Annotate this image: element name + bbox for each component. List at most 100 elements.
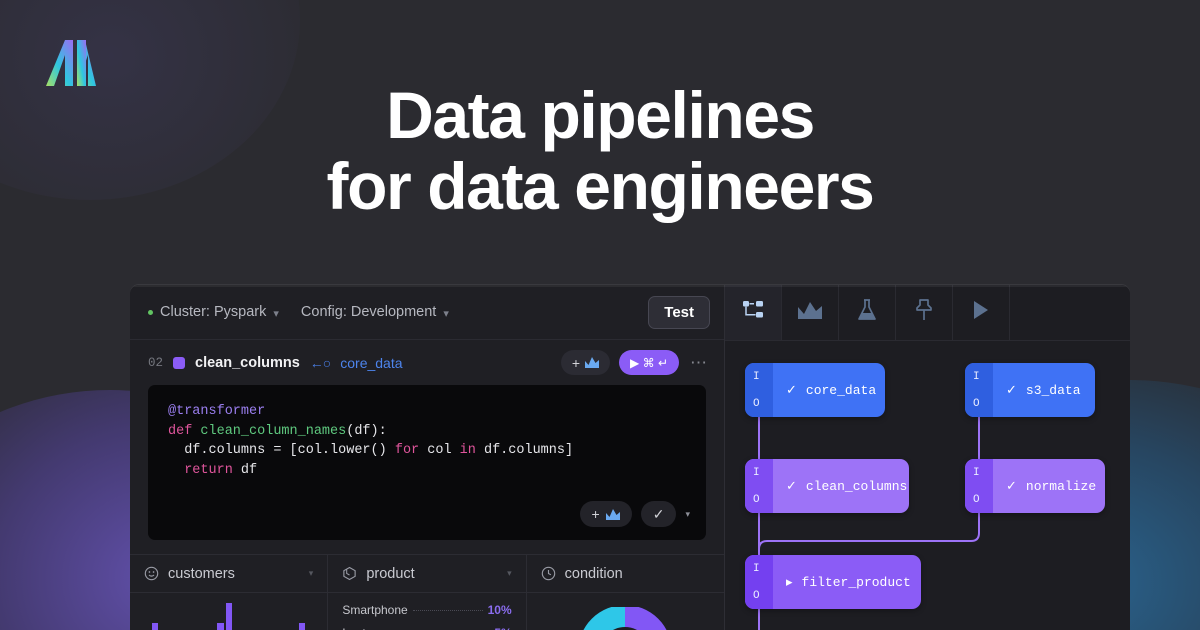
cluster-label: Cluster: Pyspark	[160, 304, 267, 320]
code-line: return df	[168, 461, 686, 481]
code-token: df.columns]	[483, 443, 574, 458]
block-name[interactable]: clean_columns	[195, 354, 300, 371]
list-item-percent: 10%	[487, 603, 512, 617]
pipeline-tab-flask[interactable]	[839, 285, 896, 340]
node-label: s3_data	[1025, 382, 1081, 398]
code-token: def	[168, 423, 201, 439]
donut-slice	[580, 607, 671, 630]
node-status-icon: ✓	[786, 478, 797, 494]
smiley-icon	[144, 566, 159, 581]
node-label: clean_columns	[805, 478, 908, 494]
upstream-link-icon: ←○	[309, 354, 331, 371]
node-body: ▸ filter_product	[773, 555, 921, 609]
pipeline-graph[interactable]: I O ✓ core_data I O ✓ s3_data I O ✓ clean_columns I O…	[725, 341, 1130, 630]
block-header: 02 clean_columns ←○ core_data + ▶ ⌘ ↵ ⋯	[130, 340, 724, 385]
column-card-product: product ▾ Smartphone 10% Laptop 5%	[328, 555, 527, 630]
cube-icon	[342, 566, 357, 581]
upstream-block-link[interactable]: core_data	[340, 354, 403, 371]
config-label: Config: Development	[300, 304, 437, 320]
pipeline-tab-tree-graph[interactable]	[725, 285, 782, 340]
tree-graph-icon	[742, 300, 764, 325]
app-window: Cluster: Pyspark ▾ Config: Development ▾…	[130, 285, 1130, 630]
node-body: ✓ clean_columns	[773, 459, 909, 513]
code-token: (df):	[346, 423, 387, 439]
column-title: product	[366, 565, 415, 582]
histogram-bar	[152, 623, 159, 630]
column-card-customers: customers ▾	[130, 555, 329, 630]
code-content: @transformer def clean_column_names(df): …	[168, 402, 686, 480]
node-body: ✓ core_data	[773, 363, 885, 417]
cluster-selector[interactable]: Cluster: Pyspark ▾	[148, 304, 279, 320]
test-button[interactable]: Test	[648, 295, 710, 329]
histogram-bar	[298, 623, 306, 630]
editor-toolbar: Cluster: Pyspark ▾ Config: Development ▾…	[130, 285, 724, 340]
caret-down-icon[interactable]: ▾	[308, 568, 314, 578]
caret-down-icon[interactable]: ▾	[507, 568, 512, 578]
node-label: core_data	[805, 382, 877, 398]
node-body: ✓ normalize	[993, 459, 1105, 513]
column-body: Smartphone 10% Laptop 5%	[328, 593, 525, 630]
mage-logo	[43, 36, 99, 88]
add-chart-button-secondary[interactable]: +	[579, 501, 632, 527]
node-label: filter_product	[801, 574, 911, 590]
column-header: condition	[526, 555, 724, 593]
list-item-label: Smartphone	[342, 603, 408, 617]
node-status-icon: ✓	[786, 382, 797, 398]
caret-down-icon[interactable]: ▾	[685, 508, 690, 519]
code-token: df.columns = [col.lower()	[168, 443, 395, 458]
code-action-buttons: + ✓ ▾	[579, 501, 690, 527]
column-card-condition: condition	[526, 555, 724, 630]
chevron-down-icon: ▾	[443, 307, 449, 320]
code-token: clean_column_names	[200, 423, 347, 439]
flask-icon	[857, 299, 877, 326]
run-block-button[interactable]: ▶ ⌘ ↵	[619, 350, 679, 375]
pipeline-node-core_data[interactable]: I O ✓ core_data	[745, 363, 885, 417]
hero-line-2: for data engineers	[326, 149, 875, 224]
code-editor[interactable]: @transformer def clean_column_names(df): …	[148, 385, 706, 540]
pipeline-node-normalize[interactable]: I O ✓ normalize	[965, 459, 1105, 513]
pipeline-panel: I O ✓ core_data I O ✓ s3_data I O ✓ clean_columns I O…	[725, 285, 1130, 630]
code-line: df.columns = [col.lower() for col in df.…	[168, 441, 686, 461]
column-header: product ▾	[328, 555, 526, 593]
confirm-button[interactable]: ✓	[640, 501, 677, 527]
config-selector[interactable]: Config: Development ▾	[301, 304, 449, 320]
node-status-icon: ✓	[1006, 382, 1017, 398]
list-item: Smartphone 10%	[342, 603, 511, 617]
histogram-chart	[144, 603, 313, 630]
pipeline-tab-pin[interactable]	[896, 285, 953, 340]
add-chart-button[interactable]: +	[560, 350, 611, 375]
node-output-port[interactable]: O	[973, 493, 980, 506]
pipeline-node-filter_product[interactable]: I O ▸ filter_product	[745, 555, 921, 609]
node-input-port[interactable]: I	[973, 466, 980, 479]
code-line: def clean_column_names(df):	[168, 422, 686, 442]
column-body	[130, 593, 327, 630]
block-number: 02	[148, 355, 164, 370]
list-item: Laptop 5%	[342, 626, 511, 630]
cluster-status-dot	[148, 309, 153, 315]
node-output-port[interactable]: O	[753, 493, 760, 506]
node-output-port[interactable]: O	[753, 589, 760, 602]
donut-chart	[541, 603, 710, 630]
node-input-port[interactable]: I	[973, 370, 980, 383]
pipeline-tab-chart[interactable]	[782, 285, 839, 340]
code-line: @transformer	[168, 402, 686, 422]
node-input-port[interactable]: I	[753, 562, 760, 575]
pipeline-tab-play[interactable]	[953, 285, 1010, 340]
chart-icon	[585, 357, 600, 368]
node-input-port[interactable]: I	[753, 466, 760, 479]
column-header: customers ▾	[130, 555, 328, 593]
editor-panel: Cluster: Pyspark ▾ Config: Development ▾…	[130, 285, 725, 630]
page-title: Data pipelines for data engineers	[0, 79, 1200, 224]
node-output-port[interactable]: O	[973, 397, 980, 410]
node-input-port[interactable]: I	[753, 370, 760, 383]
pipeline-node-s3_data[interactable]: I O ✓ s3_data	[965, 363, 1095, 417]
pin-icon	[915, 299, 933, 326]
histogram-bar	[217, 623, 224, 630]
pipeline-node-clean_columns[interactable]: I O ✓ clean_columns	[745, 459, 909, 513]
histogram-bar	[225, 603, 232, 630]
block-more-menu-icon[interactable]: ⋯	[690, 352, 708, 372]
node-output-port[interactable]: O	[753, 397, 760, 410]
column-title: customers	[168, 565, 235, 582]
code-token: for	[394, 443, 428, 458]
